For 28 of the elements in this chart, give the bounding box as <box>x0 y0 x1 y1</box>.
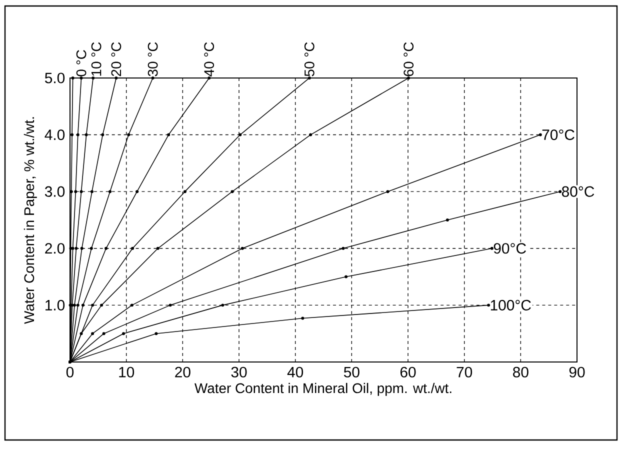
y-tick-label: 4.0 <box>44 129 65 140</box>
text: 0 °C <box>76 50 86 76</box>
x-tick-label: 0 <box>66 366 74 378</box>
series-label: 80°C <box>562 186 594 197</box>
text: 30 °C <box>148 42 158 76</box>
x-tick-label: 30 <box>231 366 247 378</box>
x-tick-label: 80 <box>513 366 528 378</box>
x-tick-label: 60 <box>400 366 416 378</box>
y-tick-label: 2.0 <box>45 243 65 254</box>
text: 40 °C <box>204 42 214 76</box>
text: 60 °C <box>404 42 414 76</box>
series-label: 90°C <box>494 243 526 254</box>
y-tick-label: 3.0 <box>44 186 65 197</box>
series-label: 70°C <box>542 129 574 140</box>
x-tick-label: 70 <box>456 366 472 378</box>
text: 20 °C <box>111 42 122 76</box>
x-tick-label: 20 <box>175 366 190 378</box>
x-tick-label: 40 <box>287 366 304 378</box>
text: 50 °C <box>304 42 314 76</box>
x-tick-label: 50 <box>344 366 360 378</box>
x-axis-title: Water Content in Mineral Oil, ppm. wt./wt. <box>194 382 452 396</box>
x-tick-label: 10 <box>119 366 134 378</box>
series-label: 100°C <box>490 300 531 310</box>
y-tick-label: 1.0 <box>46 300 65 310</box>
x-tick-label: 90 <box>569 366 585 378</box>
y-axis-title: Water Content in Paper, % wt./wt. <box>24 117 37 324</box>
text: 10 °C <box>91 42 102 76</box>
y-tick-label: 5.0 <box>44 72 65 84</box>
